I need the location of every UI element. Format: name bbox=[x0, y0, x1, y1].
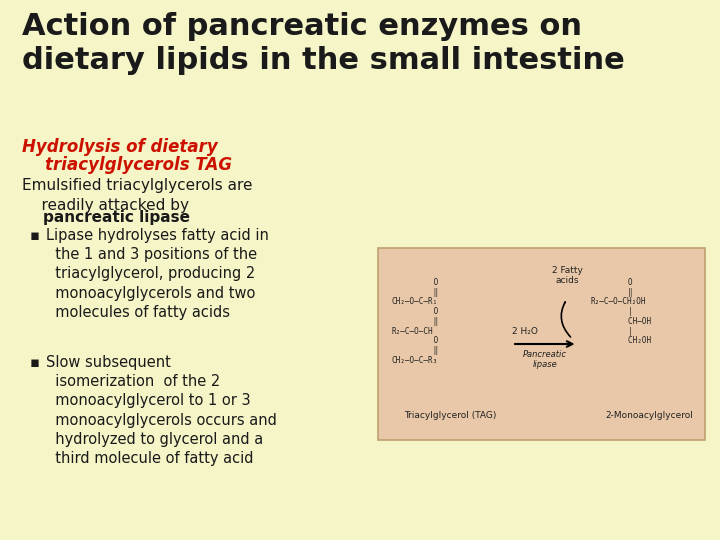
FancyBboxPatch shape bbox=[378, 248, 705, 440]
Text: Slow subsequent
  isomerization  of the 2
  monoacylglycerol to 1 or 3
  monoacy: Slow subsequent isomerization of the 2 m… bbox=[46, 355, 277, 466]
Text: Action of pancreatic enzymes on
dietary lipids in the small intestine: Action of pancreatic enzymes on dietary … bbox=[22, 12, 625, 75]
Text: ▪: ▪ bbox=[30, 355, 40, 370]
Text: Hydrolysis of dietary: Hydrolysis of dietary bbox=[22, 138, 217, 156]
Text: 2-Monoacylglycerol: 2-Monoacylglycerol bbox=[606, 411, 693, 420]
Text: Emulsified triacylglycerols are
    readily attacked by: Emulsified triacylglycerols are readily … bbox=[22, 178, 253, 213]
Text: Triacylglycerol (TAG): Triacylglycerol (TAG) bbox=[404, 411, 496, 420]
Text: triacylglycerols TAG: triacylglycerols TAG bbox=[22, 156, 232, 174]
Text: 2 H₂O: 2 H₂O bbox=[512, 327, 538, 336]
Text: O
        ‖
R₂–C–O–CH₂OH
        |
        CH–OH
        |
        CH₂OH: O ‖ R₂–C–O–CH₂OH | CH–OH | CH₂OH bbox=[590, 278, 651, 345]
Text: Pancreatic
lipase: Pancreatic lipase bbox=[523, 350, 567, 369]
Text: O
         ‖
CH₂–O–C–R₁
         O
         ‖
R₂–C–O–CH
         O
         ‖
CH: O ‖ CH₂–O–C–R₁ O ‖ R₂–C–O–CH O ‖ CH bbox=[392, 278, 438, 365]
Text: pancreatic lipase: pancreatic lipase bbox=[22, 210, 190, 225]
Text: 2 Fatty
acids: 2 Fatty acids bbox=[552, 266, 583, 286]
Text: Lipase hydrolyses fatty acid in
  the 1 and 3 positions of the
  triacylglycerol: Lipase hydrolyses fatty acid in the 1 an… bbox=[46, 228, 269, 320]
FancyArrowPatch shape bbox=[562, 302, 570, 337]
Text: ▪: ▪ bbox=[30, 228, 40, 243]
